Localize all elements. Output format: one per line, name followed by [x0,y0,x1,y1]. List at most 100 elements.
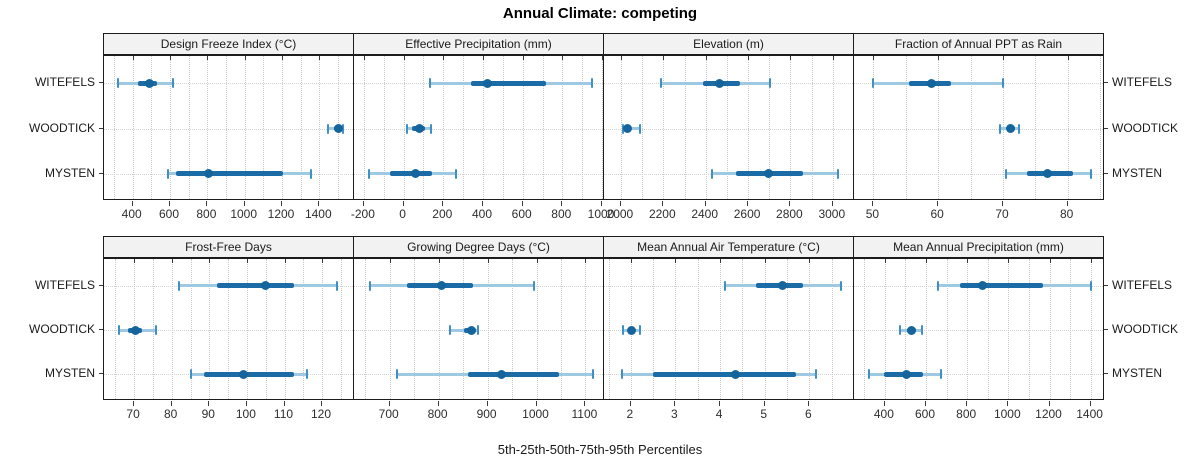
gridline [642,56,644,199]
gridline [832,56,834,199]
axis-tick [584,401,586,406]
gridline [604,330,853,331]
whisker-cap [306,369,308,380]
panel-plot-design-freeze-index-c [103,55,354,200]
whisker-cap [189,369,192,380]
axis-tick [967,259,969,263]
axis-tick-label: 400 [121,207,142,221]
axis-tick-label: 400 [873,407,894,421]
gridline [854,128,1103,130]
axis-tick [99,127,103,129]
axis-tick-label: 1000 [587,207,615,221]
gridline [104,330,353,331]
axis-tick [1104,82,1108,84]
axis-tick-label: 1400 [304,207,332,221]
axis-tick [1089,401,1091,406]
whisker-cap [711,168,714,179]
axis-tick [873,56,875,60]
axis-tick [938,56,940,60]
axis-tick-label: 800 [427,407,448,421]
gridline [854,374,1103,376]
axis-tick [1090,259,1092,263]
gridline [300,56,302,199]
axis-tick [438,259,440,263]
axis-tick [437,401,439,406]
axis-tick-label: 700 [378,407,399,421]
axis-tick [99,373,103,375]
axis-tick [926,259,927,263]
gridline [190,259,192,399]
axis-tick [790,56,792,60]
axis-tick-label: 80 [1060,207,1074,221]
whisker-cap [815,369,818,380]
whisker-cap [369,280,372,291]
gridline [620,56,622,199]
whisker-cap [171,78,174,89]
gridline [414,259,416,399]
gridline [171,259,173,399]
whisker-cap [336,280,339,291]
axis-tick [1104,172,1108,174]
gridline [946,259,948,399]
gridline [748,56,750,199]
axis-tick [675,259,677,263]
whisker-cap [1004,168,1007,179]
site-label-right-mysten: MYSTEN [1112,165,1163,180]
site-label-right-woodtick: WOODTICK [1112,322,1178,336]
panel-strip-elevation-m: Elevation (m) [603,33,854,55]
gridline [720,259,722,399]
gridline [854,330,1103,331]
axis-tick [132,56,134,60]
median-dot [978,281,988,291]
axis-tick [403,56,405,60]
whisker-cap [899,325,902,335]
panel-strip-mean-annual-air-temperature-c: Mean Annual Air Temperature (°C) [603,236,854,258]
gridline [228,259,230,399]
axis-tick [619,201,621,206]
median-dot [145,78,154,88]
axis-tick [1104,373,1108,375]
axis-tick-label: 1000 [230,207,258,221]
gridline [170,56,171,199]
axis-tick [937,201,939,206]
gridline [319,56,321,199]
axis-tick [487,259,489,263]
axis-tick [1066,201,1068,206]
whisker-cap [367,168,370,179]
gridline [663,56,665,199]
gridline [1090,259,1092,399]
site-label-left-witefels: WITEFELS [34,277,95,292]
gridline [1028,259,1030,399]
axis-tick [170,56,171,60]
axis-tick [206,201,208,206]
gridline [522,56,524,199]
axis-tick-label: 600 [511,207,532,221]
gridline [675,259,677,399]
gridline [340,259,342,399]
axis-tick [246,259,248,263]
gridline [104,83,353,85]
axis-tick [1104,127,1108,129]
whisker-cap [430,123,433,134]
whisker-cap [638,325,641,335]
gridline [132,56,134,199]
gridline [512,259,513,399]
gridline [383,56,385,199]
axis-tick [169,201,170,206]
axis-tick [925,401,926,406]
whisker-cap [309,168,312,179]
gridline [1100,56,1102,199]
axis-tick-label: 120 [310,407,332,421]
axis-tick-label: 1200 [1035,407,1062,421]
whisker-cap [937,280,940,291]
axis-tick [208,401,210,406]
axis-tick [1008,259,1010,263]
gridline [1035,56,1037,199]
axis-tick-label: 80 [164,407,178,421]
axis-tick [1007,401,1009,406]
panel-strip-growing-degree-days-c: Growing Degree Days (°C) [353,236,604,258]
axis-tick [1049,259,1051,263]
axis-tick [1003,56,1004,60]
axis-tick [245,401,247,406]
